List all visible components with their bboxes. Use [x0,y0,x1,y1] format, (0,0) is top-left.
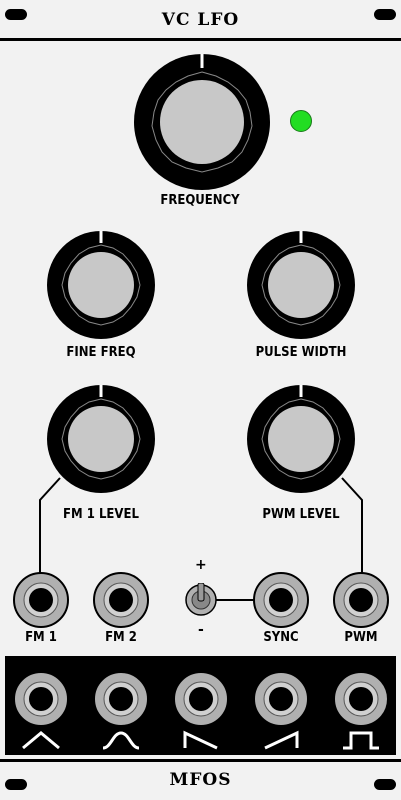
switch-minus-label: - [198,622,204,638]
top-rail [0,0,401,41]
sine-wave-icon [102,731,140,750]
sync-polarity-toggle[interactable] [184,583,218,617]
square-wave-icon [343,731,379,750]
sync-input-jack[interactable] [252,571,310,629]
frequency-knob[interactable] [132,52,272,192]
fm1-jack-label: FM 1 [25,630,57,645]
ramp-down-output-jack[interactable] [172,670,230,728]
module-title: VC LFO [161,10,240,30]
pulse-width-label: PULSE WIDTH [255,345,347,360]
pwm-jack-label: PWM [344,630,378,645]
ramp-up-output-jack[interactable] [252,670,310,728]
mounting-hole-bottom-left [5,779,27,790]
fm1-level-knob[interactable] [46,384,156,494]
ramp-up-wave-icon [264,730,299,750]
rate-led [290,110,312,132]
sync-jack-label: SYNC [263,630,299,645]
fm2-input-jack[interactable] [92,571,150,629]
fine-freq-knob[interactable] [46,230,156,340]
fine-freq-label: FINE FREQ [66,345,136,360]
fm1-input-jack[interactable] [12,571,70,629]
pwm-input-jack[interactable] [332,571,390,629]
mounting-hole-bottom-right [374,779,396,790]
switch-plus-label: + [195,557,207,573]
fm2-jack-label: FM 2 [105,630,137,645]
ramp-down-wave-icon [183,730,218,750]
pwm-level-knob[interactable] [246,384,356,494]
frequency-label: FREQUENCY [160,193,240,208]
mounting-hole-top-right [374,9,396,20]
bottom-rail [0,759,401,800]
square-output-jack[interactable] [332,670,390,728]
triangle-wave-icon [22,731,60,750]
pwm-level-label: PWM LEVEL [262,507,340,522]
fm1-level-label: FM 1 LEVEL [63,507,139,522]
triangle-output-jack[interactable] [12,670,70,728]
pulse-width-knob[interactable] [246,230,356,340]
sine-output-jack[interactable] [92,670,150,728]
mounting-hole-top-left [5,9,27,20]
output-section [5,656,396,755]
brand-label: MFOS [169,770,232,790]
